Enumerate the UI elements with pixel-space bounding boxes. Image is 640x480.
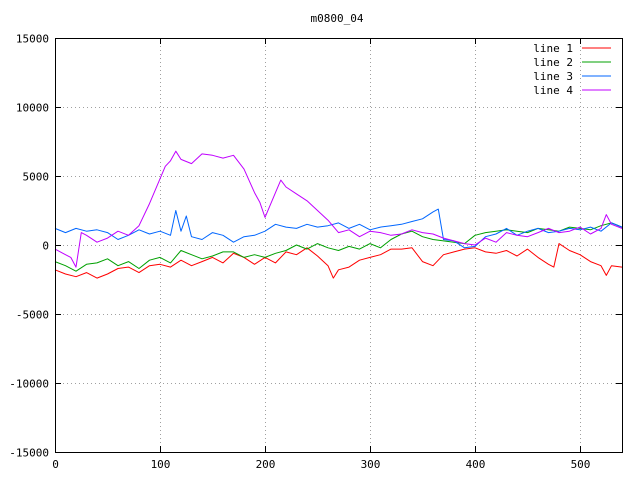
series-line-3	[54, 208, 623, 249]
legend-entry-1: line 1	[533, 42, 611, 55]
y-tick-label: -15000	[9, 447, 49, 460]
legend-label: line 2	[533, 56, 573, 69]
x-tick-label: 400	[466, 458, 486, 471]
x-tick-label: 100	[151, 458, 171, 471]
series-line-1	[54, 243, 623, 279]
grid-lines	[55, 38, 622, 452]
series-lines	[54, 150, 623, 279]
axis-ticks: 0 100 200 300 400 500 -15000 -10000 -5000 0 5000 10…	[9, 33, 622, 471]
series-line-4	[54, 150, 623, 268]
y-tick-label: 15000	[16, 33, 49, 46]
y-tick-label: 10000	[16, 102, 49, 115]
x-tick-label: 0	[52, 458, 59, 471]
x-tick-label: 200	[256, 458, 276, 471]
series-line-2	[54, 222, 623, 272]
legend-label: line 4	[533, 84, 573, 97]
y-tick-label: 5000	[23, 171, 50, 184]
y-tick-label: -5000	[16, 309, 49, 322]
chart-title: m0800_04	[311, 12, 364, 25]
y-tick-label: 0	[42, 240, 49, 253]
legend-label: line 1	[533, 42, 573, 55]
y-tick-label: -10000	[9, 378, 49, 391]
x-tick-label: 300	[361, 458, 381, 471]
legend-label: line 3	[533, 70, 573, 83]
x-tick-label: 500	[571, 458, 591, 471]
legend-entry-2: line 2	[533, 56, 611, 69]
legend-entry-3: line 3	[533, 70, 611, 83]
legend-entry-4: line 4	[533, 84, 611, 97]
